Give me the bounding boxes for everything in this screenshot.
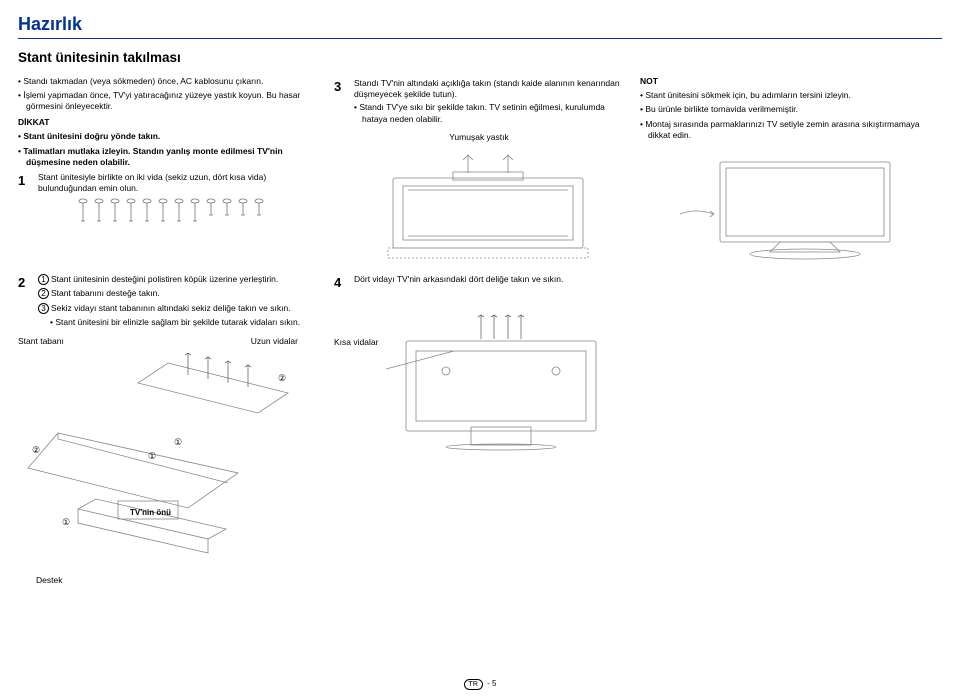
step2-item: 3Sekiz vidayı stant tabanının altındaki … xyxy=(38,303,318,314)
dikkat-item: Talimatları mutlaka izleyin. Standın yan… xyxy=(18,146,318,169)
svg-text:①: ① xyxy=(174,437,182,447)
step-1: 1 Stant ünitesiyle birlikte on iki vida … xyxy=(18,172,318,195)
page-footer: TR - 5 xyxy=(0,679,960,690)
step-body: Dört vidayı TV'nin arkasındaki dört deli… xyxy=(354,274,942,292)
row-2: 2 1Stant ünitesinin desteğini polistiren… xyxy=(18,272,942,587)
not-item: Montaj sırasında parmaklarınızı TV setiy… xyxy=(640,119,940,142)
step2-sub: Stant ünitesini bir elinizle sağlam bir … xyxy=(50,317,318,328)
title-bar: Hazırlık xyxy=(18,12,942,39)
step2-item: 1Stant ünitesinin desteğini polistiren k… xyxy=(38,274,318,285)
svg-text:①: ① xyxy=(62,517,70,527)
step-number: 1 xyxy=(18,172,32,195)
page-number: 5 xyxy=(492,679,496,688)
svg-text:②: ② xyxy=(32,445,40,455)
step-number: 4 xyxy=(334,274,348,292)
step-number: 3 xyxy=(334,78,348,129)
screws-illustration xyxy=(36,197,318,225)
step-body: Stant ünitesiyle birlikte on iki vida (s… xyxy=(38,172,318,195)
step-body: 1Stant ünitesinin desteğini polistiren k… xyxy=(38,274,318,332)
column-2: 3 Standı TV'nin altındaki açıklığa takın… xyxy=(334,76,624,268)
intro-bullet: Standı takmadan (veya sökmeden) önce, AC… xyxy=(18,76,318,87)
step-4: 4 Dört vidayı TV'nin arkasındaki dört de… xyxy=(334,274,942,292)
step-4-block: 4 Dört vidayı TV'nin arkasındaki dört de… xyxy=(334,272,942,587)
main-columns: Standı takmadan (veya sökmeden) önce, AC… xyxy=(18,76,942,268)
step-body: Standı TV'nin altındaki açıklığa takın (… xyxy=(354,78,624,129)
tv-back-illustration xyxy=(386,311,616,451)
svg-text:①: ① xyxy=(148,451,156,461)
step-3: 3 Standı TV'nin altındaki açıklığa takın… xyxy=(334,78,624,129)
section-subtitle: Stant ünitesinin takılması xyxy=(18,49,942,67)
step2-item: 2Stant tabanını desteğe takın. xyxy=(38,288,318,299)
tv-mount-illustration xyxy=(352,148,624,268)
step-number: 2 xyxy=(18,274,32,332)
region-badge: TR xyxy=(464,679,483,690)
long-screws-label: Uzun vidalar xyxy=(251,336,298,347)
stand-base-label: Stant tabanı xyxy=(18,336,64,347)
page-title: Hazırlık xyxy=(18,12,942,38)
svg-text:②: ② xyxy=(278,373,286,383)
tv-front-illustration xyxy=(640,154,940,264)
step3-sub: Standı TV'ye sıkı bir şekilde takın. TV … xyxy=(354,102,624,125)
step-2: 2 1Stant ünitesinin desteğini polistiren… xyxy=(18,274,318,332)
stand-assembly-illustration: ② ② ① ① ① TV'nin önü xyxy=(18,353,318,573)
not-heading: NOT xyxy=(640,76,940,87)
tv-front-label-inline: TV'nin önü xyxy=(130,508,171,517)
not-item: Stant ünitesini sökmek için, bu adımları… xyxy=(640,90,940,101)
step-2-block: 2 1Stant ünitesinin desteğini polistiren… xyxy=(18,272,318,587)
dikkat-heading: DİKKAT xyxy=(18,117,318,128)
dikkat-item: Stant ünitesini doğru yönde takın. xyxy=(18,131,318,142)
column-1: Standı takmadan (veya sökmeden) önce, AC… xyxy=(18,76,318,268)
intro-bullet: İşlemi yapmadan önce, TV'yi yatıracağını… xyxy=(18,90,318,113)
soft-pad-label: Yumuşak yastık xyxy=(334,132,624,143)
short-screws-label: Kısa vidalar xyxy=(334,337,378,348)
not-item: Bu ürünle birlikte tornavida verilmemişt… xyxy=(640,104,940,115)
support-label: Destek xyxy=(36,575,318,586)
column-3: NOT Stant ünitesini sökmek için, bu adım… xyxy=(640,76,940,268)
